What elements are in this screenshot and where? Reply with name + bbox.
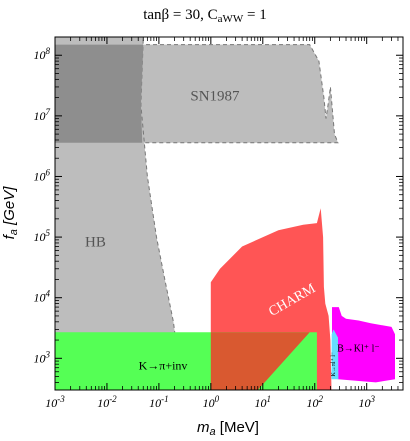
x-axis-label: ma [MeV] [197,419,259,438]
y-tick-label: 106 [34,167,51,183]
plot-frame [54,36,404,391]
region-hb-sn-overlap [55,44,144,143]
region-label-k-to-pi-inv: K→π+inv [139,359,188,373]
y-axis-label: fa [GeV] [1,186,20,240]
region-cyan [331,329,339,380]
x-tick-label: 100 [203,394,220,410]
region-k-charm-overlap [210,332,310,390]
region-label-cyan: K→πl⁺ l⁻ [330,352,337,377]
x-tick-label: 102 [306,394,323,410]
region-b-to-k-l-l [332,307,395,383]
region-label-hb: HB [85,234,106,250]
x-tick-label: 10-2 [97,394,117,410]
x-tick-label: 10-1 [149,394,169,410]
chart-title: tanβ = 30, CaWW = 1 [143,7,267,25]
x-tick-label: 10-3 [45,394,65,410]
x-tick-label: 101 [255,394,272,410]
y-tick-label: 104 [34,289,51,305]
x-tick-label: 103 [358,394,375,410]
y-tick-label: 103 [34,349,51,365]
y-tick-label: 108 [34,46,51,62]
region-label-sn1987: SN1987 [190,88,240,104]
region-label-b-to-k-l-l: B→Kl⁺ l⁻ [337,343,380,354]
y-tick-label: 107 [34,107,51,123]
y-tick-label: 105 [34,228,51,244]
